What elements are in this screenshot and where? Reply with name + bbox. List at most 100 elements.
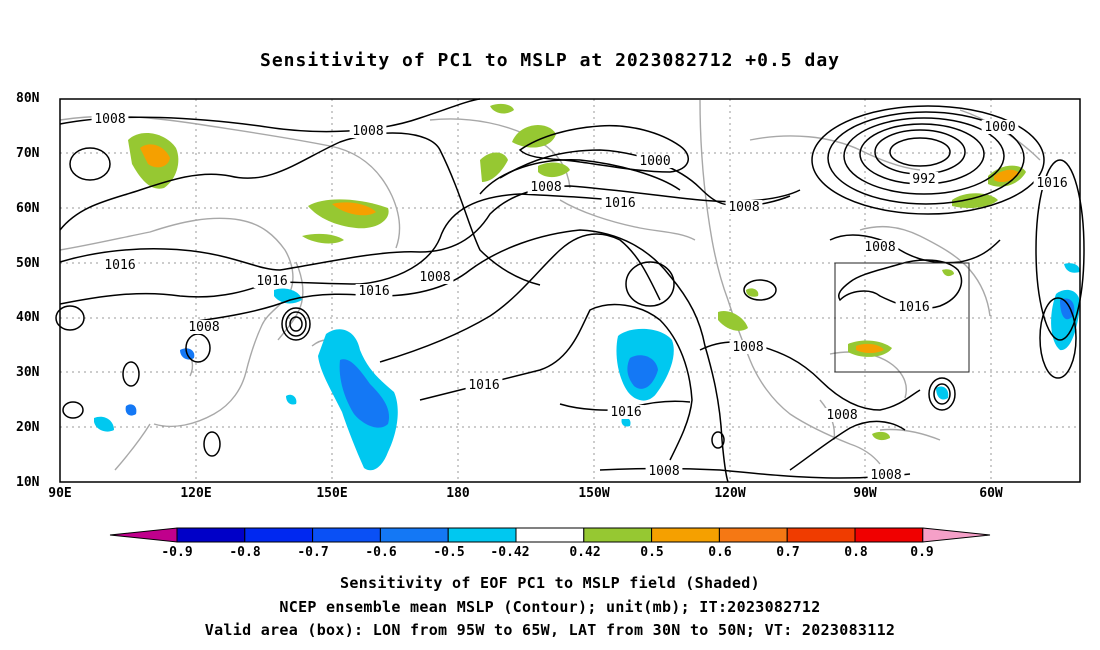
contour-label-bg bbox=[465, 378, 503, 392]
contour-label-bg bbox=[601, 196, 639, 210]
shade-positive-region bbox=[480, 152, 508, 182]
shade-negative-region bbox=[286, 394, 297, 405]
contour-label: 1000 bbox=[639, 154, 670, 169]
contour-label-bg bbox=[981, 120, 1019, 134]
contour-label-bg bbox=[645, 464, 683, 478]
colorbar-tick-label: 0.5 bbox=[640, 545, 664, 560]
contour-label-bg bbox=[607, 405, 645, 419]
contour-label-bg bbox=[101, 258, 139, 272]
contour-label: 1008 bbox=[648, 464, 679, 479]
caption-line-2: NCEP ensemble mean MSLP (Contour); unit(… bbox=[279, 598, 821, 616]
shade-positive-core bbox=[332, 202, 376, 216]
shade-positive-region bbox=[302, 233, 344, 244]
colorbar-segment bbox=[651, 527, 720, 543]
map-frame bbox=[59, 98, 1081, 483]
colorbar-segment bbox=[515, 527, 585, 543]
colorbar-tick-label: 0.42 bbox=[569, 545, 601, 560]
shade-positive-core bbox=[856, 343, 884, 353]
lat-label-60n: 60N bbox=[16, 201, 40, 216]
contour-labels: 1008 1008 1016 1016 1008 1016 1008 1000 1008 1016… bbox=[91, 112, 1071, 483]
contour-label: 1008 bbox=[732, 340, 763, 355]
lon-label-120w: 120W bbox=[714, 486, 746, 501]
lat-label-20n: 20N bbox=[16, 420, 40, 435]
contour-label-bg bbox=[355, 284, 393, 298]
contour-label: 1000 bbox=[984, 120, 1015, 135]
shade-positive-core bbox=[140, 144, 170, 168]
shade-negative-region bbox=[1064, 263, 1080, 273]
colorbar-tick-label: 0.7 bbox=[776, 545, 800, 560]
lon-label-120e: 120E bbox=[180, 486, 212, 501]
contour-label: 1008 bbox=[352, 124, 383, 139]
lat-label-50n: 50N bbox=[16, 256, 40, 271]
caption-line-1: Sensitivity of EOF PC1 to MSLP field (Sh… bbox=[340, 574, 760, 592]
shade-positive-region bbox=[308, 199, 389, 229]
valid-area-box bbox=[834, 262, 970, 373]
shade-negative-core bbox=[339, 359, 390, 428]
contour-label-bg bbox=[253, 274, 291, 288]
contour-label: 1008 bbox=[728, 200, 759, 215]
shade-positive-core bbox=[994, 169, 1020, 182]
shade-negative-region bbox=[621, 417, 631, 427]
lon-label-150w: 150W bbox=[578, 486, 610, 501]
colorbar-arrow-left bbox=[109, 527, 178, 543]
contour-label: 1008 bbox=[419, 270, 450, 285]
shade-negative-core bbox=[627, 355, 658, 389]
lat-label-30n: 30N bbox=[16, 365, 40, 380]
contour-label: 1016 bbox=[610, 405, 641, 420]
contour-label-bg bbox=[1033, 176, 1071, 190]
contour-label-bg bbox=[909, 172, 939, 186]
graticule bbox=[60, 99, 1080, 482]
lat-label-40n: 40N bbox=[16, 310, 40, 325]
contour-label: 1008 bbox=[826, 408, 857, 423]
contour-label: 1016 bbox=[468, 378, 499, 393]
contour-label-bg bbox=[729, 340, 767, 354]
colorbar-tick-label: -0.7 bbox=[297, 545, 329, 560]
contour-label-bg bbox=[861, 240, 899, 254]
shade-positive-region bbox=[718, 310, 748, 331]
map-title: Sensitivity of PC1 to MSLP at 2023082712… bbox=[259, 50, 840, 71]
shade-positive-region bbox=[942, 269, 954, 277]
contour-label: 1016 bbox=[1036, 176, 1067, 191]
shade-positive-region bbox=[512, 124, 556, 148]
colorbar-tick-label: -0.5 bbox=[433, 545, 465, 560]
lat-label-80n: 80N bbox=[16, 91, 40, 106]
contour-label: 1008 bbox=[870, 468, 901, 483]
shade-negative-region bbox=[94, 416, 114, 432]
colorbar-segment bbox=[176, 527, 246, 543]
colorbar-segment bbox=[379, 527, 449, 543]
contour-label: 1008 bbox=[188, 320, 219, 335]
contour-label: 1016 bbox=[104, 258, 135, 273]
shade-negative-region bbox=[936, 386, 949, 400]
mslp-contours bbox=[55, 98, 1085, 483]
colorbar-segment bbox=[583, 527, 653, 543]
contour-label: 1008 bbox=[864, 240, 895, 255]
contour-label-bg bbox=[867, 468, 905, 482]
contour-label: 1016 bbox=[256, 274, 287, 289]
contour-label-bg bbox=[823, 408, 861, 422]
shade-negative-core bbox=[1060, 298, 1075, 320]
colorbar-tick-label: 0.8 bbox=[844, 545, 868, 560]
contour-label: 1008 bbox=[530, 180, 561, 195]
contour-label-bg bbox=[91, 112, 129, 126]
colorbar-tick-label: -0.42 bbox=[490, 545, 530, 560]
colorbar-arrow-right bbox=[922, 527, 991, 543]
shade-negative-region bbox=[125, 404, 137, 416]
shade-positive-region bbox=[538, 162, 570, 178]
lon-label-90w: 90W bbox=[853, 486, 877, 501]
contour-label-bg bbox=[416, 270, 454, 284]
colorbar-tick-label: 0.9 bbox=[910, 545, 934, 560]
lon-label-60w: 60W bbox=[979, 486, 1003, 501]
lon-label-150e: 150E bbox=[316, 486, 348, 501]
lat-label-70n: 70N bbox=[16, 146, 40, 161]
contour-label-bg bbox=[636, 154, 674, 168]
contour-label: 1016 bbox=[604, 196, 635, 211]
caption-line-3: Valid area (box): LON from 95W to 65W, L… bbox=[204, 621, 896, 639]
colorbar-segment bbox=[854, 527, 924, 543]
contour-label-bg bbox=[527, 180, 565, 194]
contour-label: 992 bbox=[912, 172, 935, 187]
shade-positive-region bbox=[490, 103, 514, 114]
colorbar bbox=[109, 527, 991, 543]
shade-negative-region bbox=[274, 288, 302, 304]
lon-label-180: 180 bbox=[446, 486, 470, 501]
